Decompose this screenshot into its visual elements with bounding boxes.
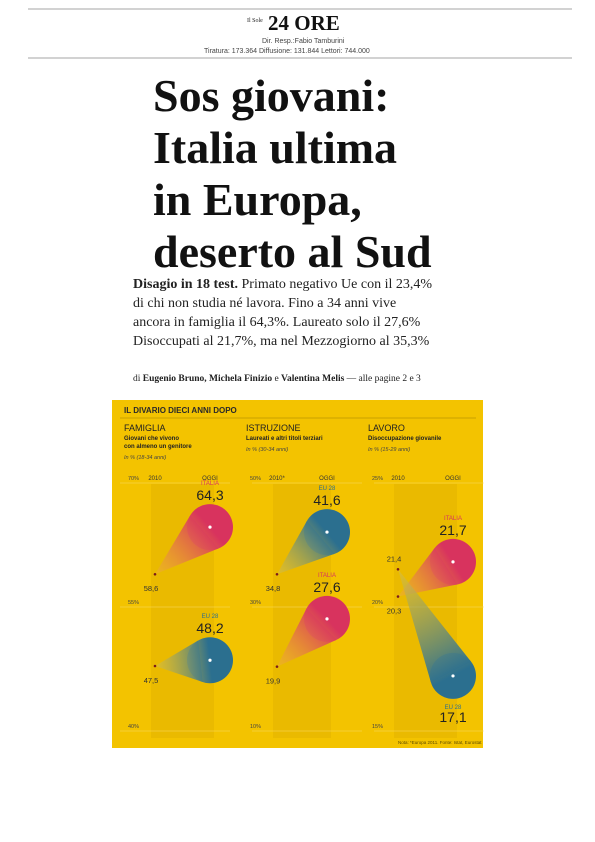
headline-line: Italia ultima [153, 122, 397, 173]
start-value: 20,3 [387, 607, 402, 616]
masthead: 24 ORE [268, 11, 340, 35]
headline-line: Sos giovani: [153, 70, 389, 121]
start-value: 58,6 [144, 584, 159, 593]
author: Valentina Melis [281, 374, 345, 384]
end-value: 21,7 [439, 522, 466, 538]
y-tick-label: 20% [372, 600, 383, 606]
series-name: EU 28 [319, 486, 336, 492]
start-dot [153, 572, 157, 576]
infographic-title: IL DIVARIO DIECI ANNI DOPO [124, 406, 237, 415]
column-label: OGGI [445, 476, 461, 482]
lead: Disagio in 18 test. [133, 277, 238, 292]
body-line: Primato negativo Ue con il 23,4% [242, 277, 433, 292]
start-value: 21,4 [387, 554, 402, 563]
series-name: ITALIA [444, 516, 462, 522]
body-line: ancora in famiglia il 64,3%. Laureato so… [133, 315, 421, 330]
y-tick-label: 55% [128, 600, 139, 606]
panel-subtitle: Disoccupazione giovanile [368, 436, 442, 442]
end-dot [208, 525, 212, 529]
headline-line: in Europa, [153, 174, 362, 225]
column-label: 2010* [269, 476, 285, 482]
y-tick-label: 50% [250, 476, 261, 482]
panel-title: ISTRUZIONE [246, 423, 301, 433]
panel-unit: In % (18-34 anni) [124, 455, 166, 461]
start-dot [153, 664, 157, 668]
note: Nota: *Europa 2011. Fonte: Istat, Eurost… [398, 740, 482, 745]
start-value: 19,9 [266, 677, 281, 686]
y-tick-label: 70% [128, 476, 139, 482]
series-name: EU 28 [202, 614, 219, 620]
director: Dir. Resp.:Fabio Tamburini [262, 38, 345, 45]
column-label: OGGI [202, 476, 218, 482]
series-name: EU 28 [445, 705, 462, 711]
panel-unit: In % (15-29 anni) [368, 447, 410, 453]
conjunction: e [274, 374, 278, 384]
circulation: Tiratura: 173.364 Diffusione: 131.844 Le… [204, 48, 370, 55]
end-value: 48,2 [196, 620, 223, 636]
charts: FAMIGLIA Giovani che vivono con almeno un … [120, 423, 484, 738]
panel-subtitle: Giovani che vivono [124, 436, 179, 442]
masthead-small: Il Sole [247, 18, 263, 24]
y-tick-label: 40% [128, 724, 139, 730]
column-label: 2010 [391, 476, 405, 482]
comet-tail [277, 520, 335, 575]
end-value: 64,3 [196, 487, 223, 503]
start-value: 34,8 [266, 584, 281, 593]
series-name: ITALIA [201, 481, 219, 487]
y-tick-label: 25% [372, 476, 383, 482]
panel-title: FAMIGLIA [124, 423, 166, 433]
end-dot [325, 530, 329, 534]
y-tick-label: 10% [250, 724, 261, 730]
end-dot [325, 617, 329, 621]
end-value: 41,6 [313, 492, 340, 508]
end-dot [208, 658, 212, 662]
start-value: 47,5 [144, 676, 159, 685]
end-value: 27,6 [313, 579, 340, 595]
headline-line: deserto al Sud [153, 226, 432, 277]
body-line: di chi non studia né lavora. Fino a 34 a… [133, 296, 396, 311]
start-dot [396, 595, 400, 598]
y-tick-label: 30% [250, 600, 261, 606]
end-dot [451, 674, 455, 678]
y-tick-label: 15% [372, 724, 383, 730]
byline-suffix: — alle pagine 2 e 3 [346, 374, 421, 384]
panel-title: LAVORO [368, 423, 405, 433]
start-dot [275, 572, 279, 576]
body-line: Disoccupati al 21,7%, ma nel Mezzogiorno… [133, 334, 430, 349]
series-name: ITALIA [318, 573, 336, 579]
start-dot [396, 567, 400, 571]
comet-tail [277, 608, 337, 667]
panel-subtitle: con almeno un genitore [124, 444, 192, 450]
comet-tail [398, 547, 458, 597]
end-value: 17,1 [439, 709, 466, 725]
byline-prefix: di [133, 374, 141, 384]
column-label: 2010 [148, 476, 162, 482]
panel-subtitle: Laureati e altri titoli terziari [246, 436, 323, 442]
panel-unit: In % (30-34 anni) [246, 447, 288, 453]
end-dot [451, 560, 455, 564]
lead-line: Disagio in 18 test. Primato negativo Ue … [133, 277, 432, 292]
start-dot [275, 665, 279, 668]
authors: Eugenio Bruno, Michela Finizio [143, 374, 273, 384]
column-label: OGGI [319, 476, 335, 482]
byline: di Eugenio Bruno, Michela Finizio e Vale… [133, 374, 421, 384]
